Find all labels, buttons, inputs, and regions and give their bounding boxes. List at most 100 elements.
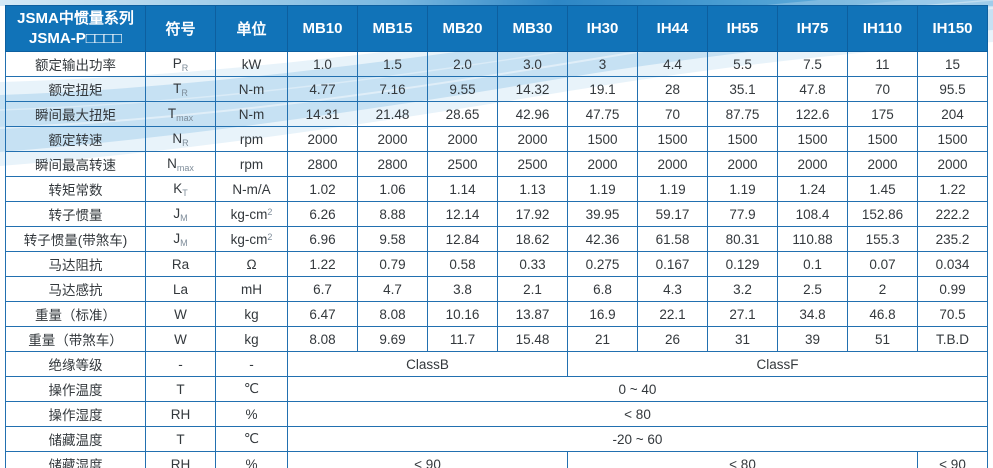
value-cell: 11 — [847, 51, 918, 77]
value-cell: 1.0 — [287, 51, 358, 77]
value-cell: 6.7 — [287, 276, 358, 302]
value-cell: 9.69 — [357, 326, 428, 352]
value-cell: 12.84 — [427, 226, 498, 252]
value-cell: 4.3 — [637, 276, 708, 302]
row-label-cell: 额定转速 — [5, 126, 146, 152]
value-cell: 9.55 — [427, 76, 498, 102]
symbol-cell: NR — [145, 126, 216, 152]
value-cell: 0.275 — [567, 251, 638, 277]
value-cell: 3.2 — [707, 276, 778, 302]
value-cell: 1500 — [637, 126, 708, 152]
value-cell: 6.8 — [567, 276, 638, 302]
value-cell: 15.48 — [497, 326, 568, 352]
top-accent-strip — [0, 0, 993, 6]
value-cell: 1500 — [707, 126, 778, 152]
value-cell: 1.24 — [777, 176, 848, 202]
symbol-cell: Tmax — [145, 101, 216, 127]
model-column-header: MB15 — [357, 5, 428, 52]
value-cell: 175 — [847, 101, 918, 127]
symbol-cell: T — [145, 376, 216, 402]
value-cell: 17.92 — [497, 201, 568, 227]
value-cell: 3 — [567, 51, 638, 77]
value-cell: 95.5 — [917, 76, 988, 102]
value-cell: 1.22 — [287, 251, 358, 277]
value-cell: 1500 — [567, 126, 638, 152]
value-cell: 61.58 — [637, 226, 708, 252]
merged-value-cell: < 80 — [287, 401, 988, 427]
value-cell: 39 — [777, 326, 848, 352]
spec-row: 额定输出功率 PR kW 1.0 1.5 2.0 3.0 3 4.4 5.5 7.5 11 15 — [5, 51, 988, 77]
unit-cell: - — [215, 351, 288, 377]
model-column-header: IH30 — [567, 5, 638, 52]
value-cell: 2000 — [777, 151, 848, 177]
value-cell: 2.0 — [427, 51, 498, 77]
value-cell: 2 — [847, 276, 918, 302]
symbol-cell: RH — [145, 451, 216, 468]
row-label-cell: 额定扭矩 — [5, 76, 146, 102]
series-title-line2: JSMA-P□□□□ — [29, 29, 122, 47]
symbol-cell: TR — [145, 76, 216, 102]
value-cell: 2000 — [287, 126, 358, 152]
value-cell: 110.88 — [777, 226, 848, 252]
spec-row: 转矩常数 KT N-m/A 1.02 1.06 1.14 1.13 1.19 1.19 1.19 1… — [5, 176, 988, 202]
row-label-cell: 转子惯量(带煞车) — [5, 226, 146, 252]
unit-cell: % — [215, 401, 288, 427]
value-cell: 35.1 — [707, 76, 778, 102]
symbol-cell: Ra — [145, 251, 216, 277]
value-cell: 122.6 — [777, 101, 848, 127]
value-cell: 8.88 — [357, 201, 428, 227]
value-cell: 6.96 — [287, 226, 358, 252]
value-cell: 2000 — [707, 151, 778, 177]
unit-cell: N-m — [215, 101, 288, 127]
value-cell: 9.58 — [357, 226, 428, 252]
row-label-cell: 马达阻抗 — [5, 251, 146, 277]
unit-cell: rpm — [215, 126, 288, 152]
row-label-cell: 操作湿度 — [5, 401, 146, 427]
value-cell: 34.8 — [777, 301, 848, 327]
value-cell: 4.7 — [357, 276, 428, 302]
value-cell: 1.13 — [497, 176, 568, 202]
value-cell: 6.26 — [287, 201, 358, 227]
symbol-cell: JM — [145, 226, 216, 252]
value-cell: 87.75 — [707, 101, 778, 127]
value-cell: 42.36 — [567, 226, 638, 252]
spec-table: JSMA中惯量系列 JSMA-P□□□□ 符号 单位 MB10 MB15 MB20 M… — [5, 5, 988, 468]
value-cell: 28.65 — [427, 101, 498, 127]
value-cell: 152.86 — [847, 201, 918, 227]
value-cell: 2000 — [637, 151, 708, 177]
value-cell: 1.02 — [287, 176, 358, 202]
value-cell: 13.87 — [497, 301, 568, 327]
value-cell: 21 — [567, 326, 638, 352]
value-cell: T.B.D — [917, 326, 988, 352]
value-cell: 1.45 — [847, 176, 918, 202]
value-cell: 8.08 — [357, 301, 428, 327]
unit-cell: ℃ — [215, 426, 288, 452]
value-cell: 235.2 — [917, 226, 988, 252]
row-label-cell: 重量（标准） — [5, 301, 146, 327]
unit-cell: kg-cm2 — [215, 201, 288, 227]
row-label-cell: 瞬间最高转速 — [5, 151, 146, 177]
symbol-cell: W — [145, 301, 216, 327]
value-cell: 2500 — [427, 151, 498, 177]
value-cell: 2000 — [427, 126, 498, 152]
series-title-line1: JSMA中惯量系列 — [17, 10, 134, 27]
value-cell: 1.19 — [707, 176, 778, 202]
value-cell: 70 — [637, 101, 708, 127]
value-cell: 108.4 — [777, 201, 848, 227]
value-cell: 1500 — [847, 126, 918, 152]
value-cell: 51 — [847, 326, 918, 352]
spec-row: 操作湿度 RH% < 80 — [5, 401, 988, 427]
model-column-header: MB30 — [497, 5, 568, 52]
row-label-cell: 绝缘等级 — [5, 351, 146, 377]
value-cell: 1.22 — [917, 176, 988, 202]
merged-value-cell: < 90 — [287, 451, 568, 468]
value-cell: 7.5 — [777, 51, 848, 77]
value-cell: 1.14 — [427, 176, 498, 202]
value-cell: 2500 — [497, 151, 568, 177]
value-cell: 1.5 — [357, 51, 428, 77]
value-cell: 14.32 — [497, 76, 568, 102]
merged-value-cell: -20 ~ 60 — [287, 426, 988, 452]
value-cell: 0.129 — [707, 251, 778, 277]
symbol-cell: - — [145, 351, 216, 377]
